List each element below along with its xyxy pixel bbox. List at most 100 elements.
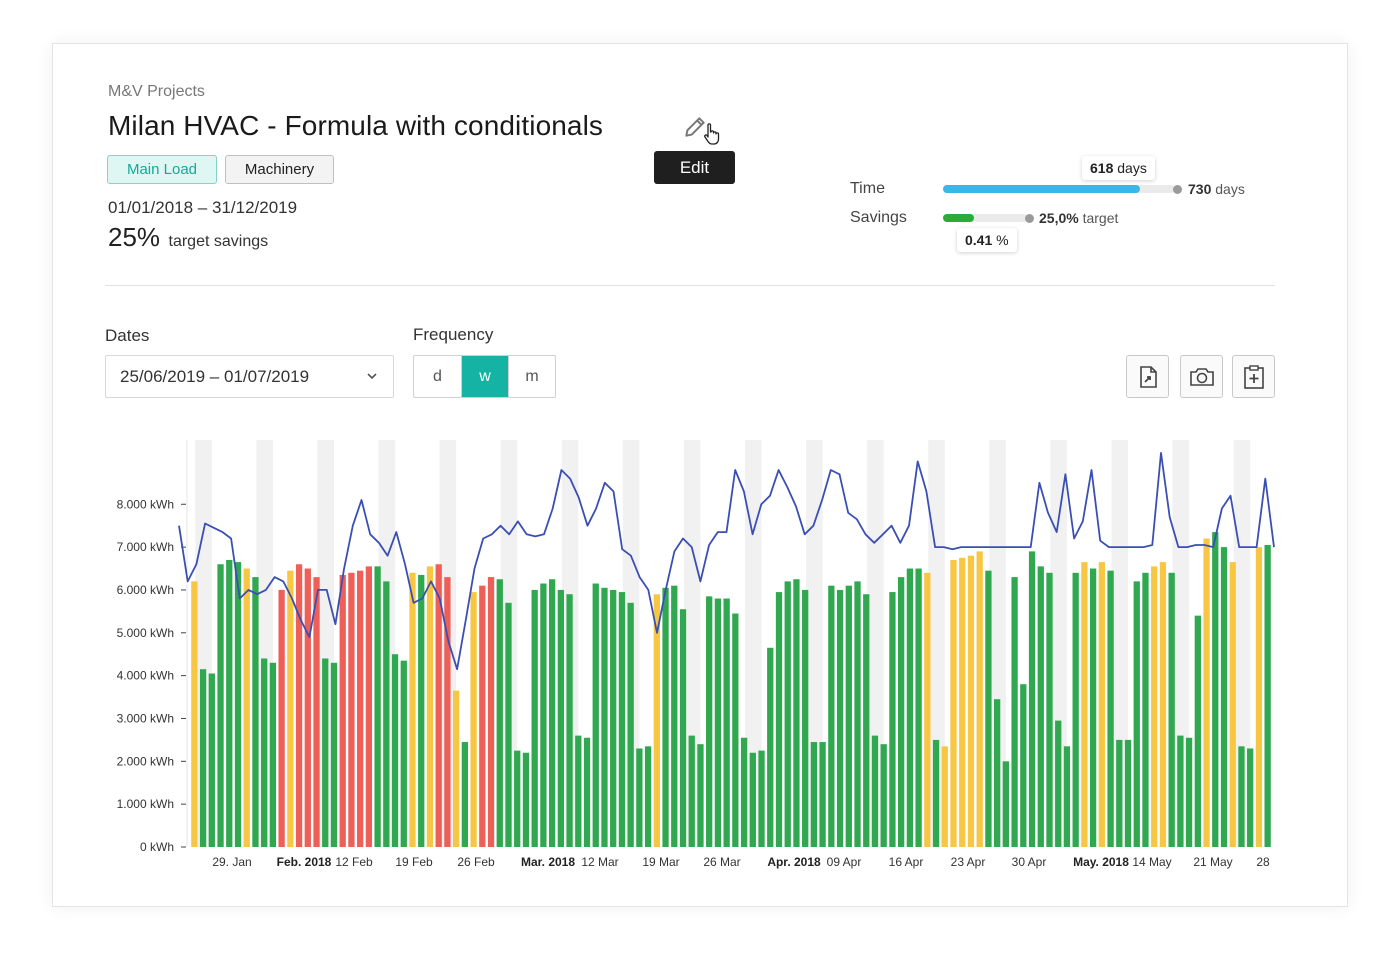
dates-select[interactable]: 25/06/2019 – 01/07/2019 (105, 355, 394, 398)
consumption-bar (252, 577, 259, 847)
savings-progress-track (943, 214, 1028, 222)
time-total: 730 days (1188, 181, 1245, 197)
consumption-bar (383, 581, 390, 847)
consumption-bar (1002, 761, 1010, 847)
consumption-bar (592, 583, 599, 847)
consumption-bar (993, 699, 1001, 847)
consumption-bar (740, 737, 748, 847)
consumption-bar (514, 750, 521, 847)
consumption-bar (644, 746, 652, 847)
savings-progress-fill (943, 214, 974, 222)
y-tick-label: 5.000 kWh (117, 626, 174, 640)
consumption-bar (828, 585, 835, 847)
savings-target-value: 25,0% (1039, 210, 1079, 226)
consumption-bar (618, 592, 626, 847)
clipboard-add-icon (1243, 364, 1264, 389)
tag-machinery[interactable]: Machinery (225, 155, 334, 184)
frequency-option-month[interactable]: m (508, 356, 555, 397)
x-tick-label: 29. Jan (212, 855, 251, 869)
frequency-option-day[interactable]: d (433, 367, 442, 385)
weekend-stripe (683, 440, 701, 847)
consumption-bar (575, 735, 582, 847)
time-total-unit: days (1215, 181, 1245, 197)
consumption-bar (636, 748, 643, 847)
consumption-bar (199, 669, 207, 847)
time-total-value: 730 (1188, 181, 1212, 197)
savings-current-value: 0.41 (965, 232, 993, 248)
x-tick-label: Apr. 2018 (767, 855, 821, 869)
weekend-stripe (1050, 440, 1067, 847)
consumption-bar (627, 602, 634, 847)
breadcrumb[interactable]: M&V Projects (108, 83, 205, 100)
consumption-bar (802, 589, 809, 847)
weekend-stripe (989, 440, 1006, 847)
consumption-bar (749, 752, 756, 847)
dates-label: Dates (105, 326, 150, 345)
x-tick-label: 30 Apr (1012, 855, 1047, 869)
x-tick-label: 14 May (1132, 855, 1171, 869)
consumption-bar (854, 581, 861, 847)
consumption-bar (898, 577, 905, 847)
consumption-bar (924, 572, 931, 847)
consumption-bar (234, 562, 242, 847)
consumption-bar (583, 737, 591, 847)
target-savings-value: 25% (108, 222, 161, 252)
x-tick-label: 09 Apr (827, 855, 862, 869)
consumption-bar (758, 750, 765, 847)
x-tick-label: 16 Apr (889, 855, 924, 869)
consumption-bar (243, 568, 250, 847)
consumption-chart: 0 kWh 1.000 kWh 2.000 kWh 3.000 kWh 4.000 kW… (117, 440, 1275, 869)
frequency-toggle: d w m (413, 355, 556, 398)
consumption-bar (985, 570, 992, 847)
consumption-bar (723, 598, 730, 847)
weekend-stripe (317, 440, 334, 847)
chevron-down-icon (367, 373, 377, 380)
consumption-bar (487, 577, 495, 847)
consumption-bar (1028, 551, 1036, 847)
consumption-bar (653, 594, 660, 847)
consumption-bar (915, 568, 922, 847)
consumption-bar (793, 579, 800, 847)
consumption-bar (1151, 566, 1158, 847)
consumption-bar (1124, 739, 1132, 847)
consumption-bar (767, 647, 774, 847)
x-axis: 29. Jan Feb. 2018 12 Feb 19 Feb 26 Feb Mar. 2… (212, 855, 1270, 869)
consumption-bar (1116, 739, 1123, 847)
consumption-bar (208, 673, 215, 847)
consumption-bar (1063, 746, 1071, 847)
export-pdf-button[interactable] (1126, 355, 1169, 398)
consumption-bar (409, 572, 416, 847)
consumption-bar (304, 568, 311, 847)
consumption-bar (732, 613, 739, 847)
chart-background-stripes (195, 440, 1251, 847)
consumption-bar (1098, 562, 1105, 847)
consumption-bar (339, 574, 346, 847)
consumption-bar (601, 587, 608, 847)
consumption-bar (1107, 570, 1114, 847)
x-tick-label: 12 Feb (335, 855, 373, 869)
consumption-bar (330, 662, 338, 847)
clipboard-add-button[interactable] (1232, 355, 1275, 398)
consumption-bar (1194, 615, 1201, 847)
consumption-bar (348, 572, 355, 847)
consumption-bar (1264, 544, 1271, 847)
x-tick-label: 19 Mar (642, 855, 679, 869)
consumption-bar (932, 739, 940, 847)
frequency-option-week[interactable]: w (461, 356, 508, 397)
consumption-bar (365, 566, 373, 847)
x-tick-label: 21 May (1193, 855, 1232, 869)
y-tick-label: 7.000 kWh (117, 540, 174, 554)
consumption-bar (452, 690, 460, 847)
consumption-bar (295, 564, 303, 847)
screenshot-button[interactable] (1180, 355, 1223, 398)
x-tick-label: 26 Mar (703, 855, 740, 869)
time-elapsed-bubble: 618 days (1082, 156, 1155, 180)
consumption-bar (810, 742, 818, 847)
savings-current-bubble: 0.41 % (957, 228, 1017, 252)
weekend-stripe (256, 440, 273, 847)
hand-cursor-icon (704, 123, 720, 145)
tag-main-load[interactable]: Main Load (107, 155, 217, 184)
pencil-icon[interactable] (682, 114, 708, 140)
y-axis: 0 kWh 1.000 kWh 2.000 kWh 3.000 kWh 4.000 kW… (117, 440, 188, 854)
x-tick-label: Feb. 2018 (277, 855, 332, 869)
